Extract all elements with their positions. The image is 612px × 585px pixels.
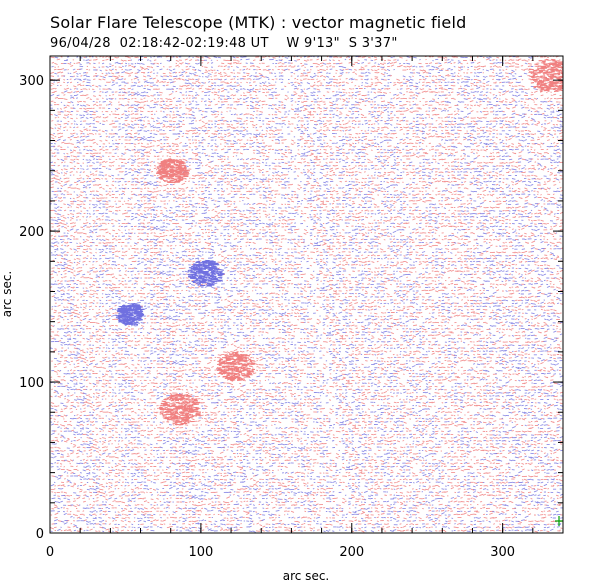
chart-title: Solar Flare Telescope (MTK) : vector mag…	[50, 13, 467, 32]
x-axis-label: arc sec.	[283, 569, 329, 583]
y-tick-label: 100	[19, 376, 44, 391]
plot-frame	[49, 55, 564, 534]
x-tick-label: 0	[46, 545, 54, 560]
concentration-negative-3	[115, 303, 145, 326]
negative-polarity-vectors	[50, 56, 563, 533]
concentration-positive-1	[158, 393, 202, 426]
x-tick-label: 100	[188, 545, 213, 560]
x-tick-label: 300	[490, 545, 515, 560]
axes: 0 100 200 300 0 100 200 300	[19, 55, 564, 560]
y-axis-label: arc sec.	[0, 271, 14, 317]
y-tick-label: 200	[19, 225, 44, 240]
concentration-positive-0	[216, 351, 256, 382]
x-tick-label: 200	[339, 545, 364, 560]
chart-subtitle: 96/04/28 02:18:42-02:19:48 UT W 9'13" S …	[50, 36, 398, 51]
concentration-positive-5	[156, 158, 190, 184]
y-tick-label: 300	[19, 74, 44, 89]
concentration-positive-4	[528, 58, 563, 92]
concentration-negative-2	[187, 259, 225, 287]
field-vectors	[50, 56, 563, 533]
reference-marker	[555, 516, 563, 526]
y-tick-label: 0	[36, 527, 44, 542]
